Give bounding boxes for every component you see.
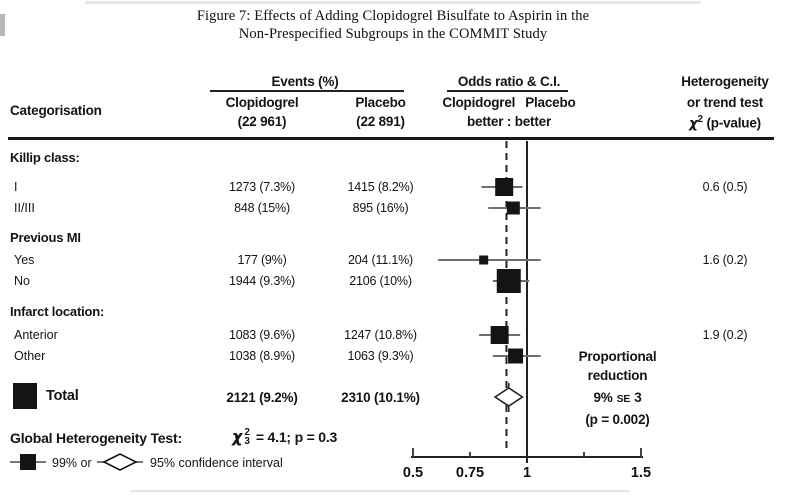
scan-artifact-top (85, 1, 701, 4)
chi-sup-sub: 2 3 (244, 426, 250, 447)
placebo-value: 204 (11.1%) (348, 253, 413, 267)
row-label: I (14, 180, 18, 194)
placebo-value: 1247 (10.8%) (344, 328, 417, 342)
header-rule (8, 137, 774, 140)
global-test-formula: χ 2 3 = 4.1; p = 0.3 (232, 427, 337, 446)
clopidogrel-value: 177 (9%) (237, 253, 287, 267)
annotation-line2: reduction (587, 368, 648, 383)
group-heading: Killip class: (10, 150, 80, 165)
or-square-marker (508, 348, 524, 364)
total-diamond-marker (493, 387, 524, 407)
row-label: II/III (14, 201, 35, 215)
pvalue-label: (p-value) (706, 115, 761, 131)
or-subheader-right: Placebo (525, 95, 576, 110)
total-marker-icon (13, 383, 37, 409)
global-test-value: = 4.1; p = 0.3 (255, 428, 338, 445)
group-heading: Infarct location: (10, 304, 105, 319)
row-label: No (14, 274, 30, 288)
row-label: Anterior (14, 328, 58, 342)
or-subheader-left: Clopidogrel (442, 95, 516, 110)
clopidogrel-value: 848 (15%) (234, 201, 290, 215)
or-square-marker (506, 201, 520, 215)
heterogeneity-value: 1.6 (0.2) (702, 253, 748, 267)
scan-artifact-left (0, 14, 5, 36)
placebo-value: 1063 (9.3%) (347, 349, 414, 363)
annotation-pvalue: (p = 0.002) (585, 412, 650, 427)
events-header: Events (%) (271, 74, 339, 89)
legend-99-label: 99% or (52, 456, 92, 470)
clopidogrel-value: 1944 (9.3%) (229, 274, 295, 288)
or-square-marker (490, 326, 509, 344)
categorisation-header: Categorisation (10, 103, 102, 118)
better-labels: better : better (466, 114, 551, 129)
figure-title-line1: Figure 7: Effects of Adding Clopidogrel … (196, 8, 590, 24)
chi-symbol: χ (232, 427, 243, 446)
stat-se-label: SE (616, 393, 631, 405)
clopidogrel-n: (22 961) (237, 114, 287, 129)
clopidogrel-value: 1038 (8.9%) (229, 349, 295, 363)
odds-ratio-header: Odds ratio & C.I. (457, 74, 561, 89)
clopidogrel-column-header: Clopidogrel (225, 95, 299, 110)
heterogeneity-value: 0.6 (0.5) (702, 180, 748, 194)
placebo-value: 1415 (8.2%) (347, 180, 414, 194)
row-label: Other (14, 349, 46, 363)
annotation-line1: Proportional (578, 349, 657, 364)
clopidogrel-value: 1083 (9.6%) (229, 328, 295, 342)
events-underline (210, 90, 404, 92)
legend-95-label: 95% confidence interval (150, 456, 283, 470)
chi-symbol: χ (689, 115, 698, 132)
stat-pct: 9% (593, 390, 613, 405)
ci-95-icon (97, 453, 143, 471)
placebo-column-header: Placebo (355, 95, 406, 110)
heterogeneity-value: 1.9 (0.2) (702, 328, 748, 342)
chi-sup: 2 (244, 426, 250, 438)
odds-ratio-underline (447, 90, 568, 92)
total-placebo-value: 2310 (10.1%) (341, 390, 420, 405)
total-clopidogrel-value: 2121 (9.2%) (226, 390, 298, 405)
chi-sub: 3 (244, 435, 250, 447)
stat-se-value: 3 (634, 390, 642, 405)
heterogeneity-header-1: Heterogeneity (681, 74, 769, 89)
scan-artifact-bottom (130, 490, 630, 492)
placebo-value: 2106 (10%) (349, 274, 412, 288)
annotation-stat: 9% SE 3 (545, 390, 690, 407)
axis-tick-label: 1 (523, 465, 531, 481)
placebo-n: (22 891) (356, 114, 405, 129)
clopidogrel-value: 1273 (7.3%) (229, 180, 295, 194)
row-label: Yes (14, 253, 35, 267)
or-subheader: Clopidogrel Placebo (428, 95, 590, 110)
axis-tick-label: 0.5 (403, 465, 423, 481)
or-square-marker (479, 255, 489, 265)
heterogeneity-header-2: or trend test (686, 95, 764, 110)
group-heading: Previous MI (10, 230, 81, 245)
chi-sup: 2 (697, 114, 704, 125)
total-label: Total (46, 388, 79, 404)
ci-99-icon (10, 453, 50, 471)
or-square-marker (496, 269, 521, 293)
global-test-label: Global Heterogeneity Test: (10, 430, 182, 446)
figure-title-line2: Non-Prespecified Subgroups in the COMMIT… (238, 26, 548, 42)
axis-tick-label: 1.5 (631, 465, 651, 481)
placebo-value: 895 (16%) (352, 201, 409, 215)
heterogeneity-header-3: χ2 (p-value) (645, 112, 786, 132)
or-square-marker (495, 178, 514, 196)
axis-tick-label: 0.75 (456, 465, 484, 481)
